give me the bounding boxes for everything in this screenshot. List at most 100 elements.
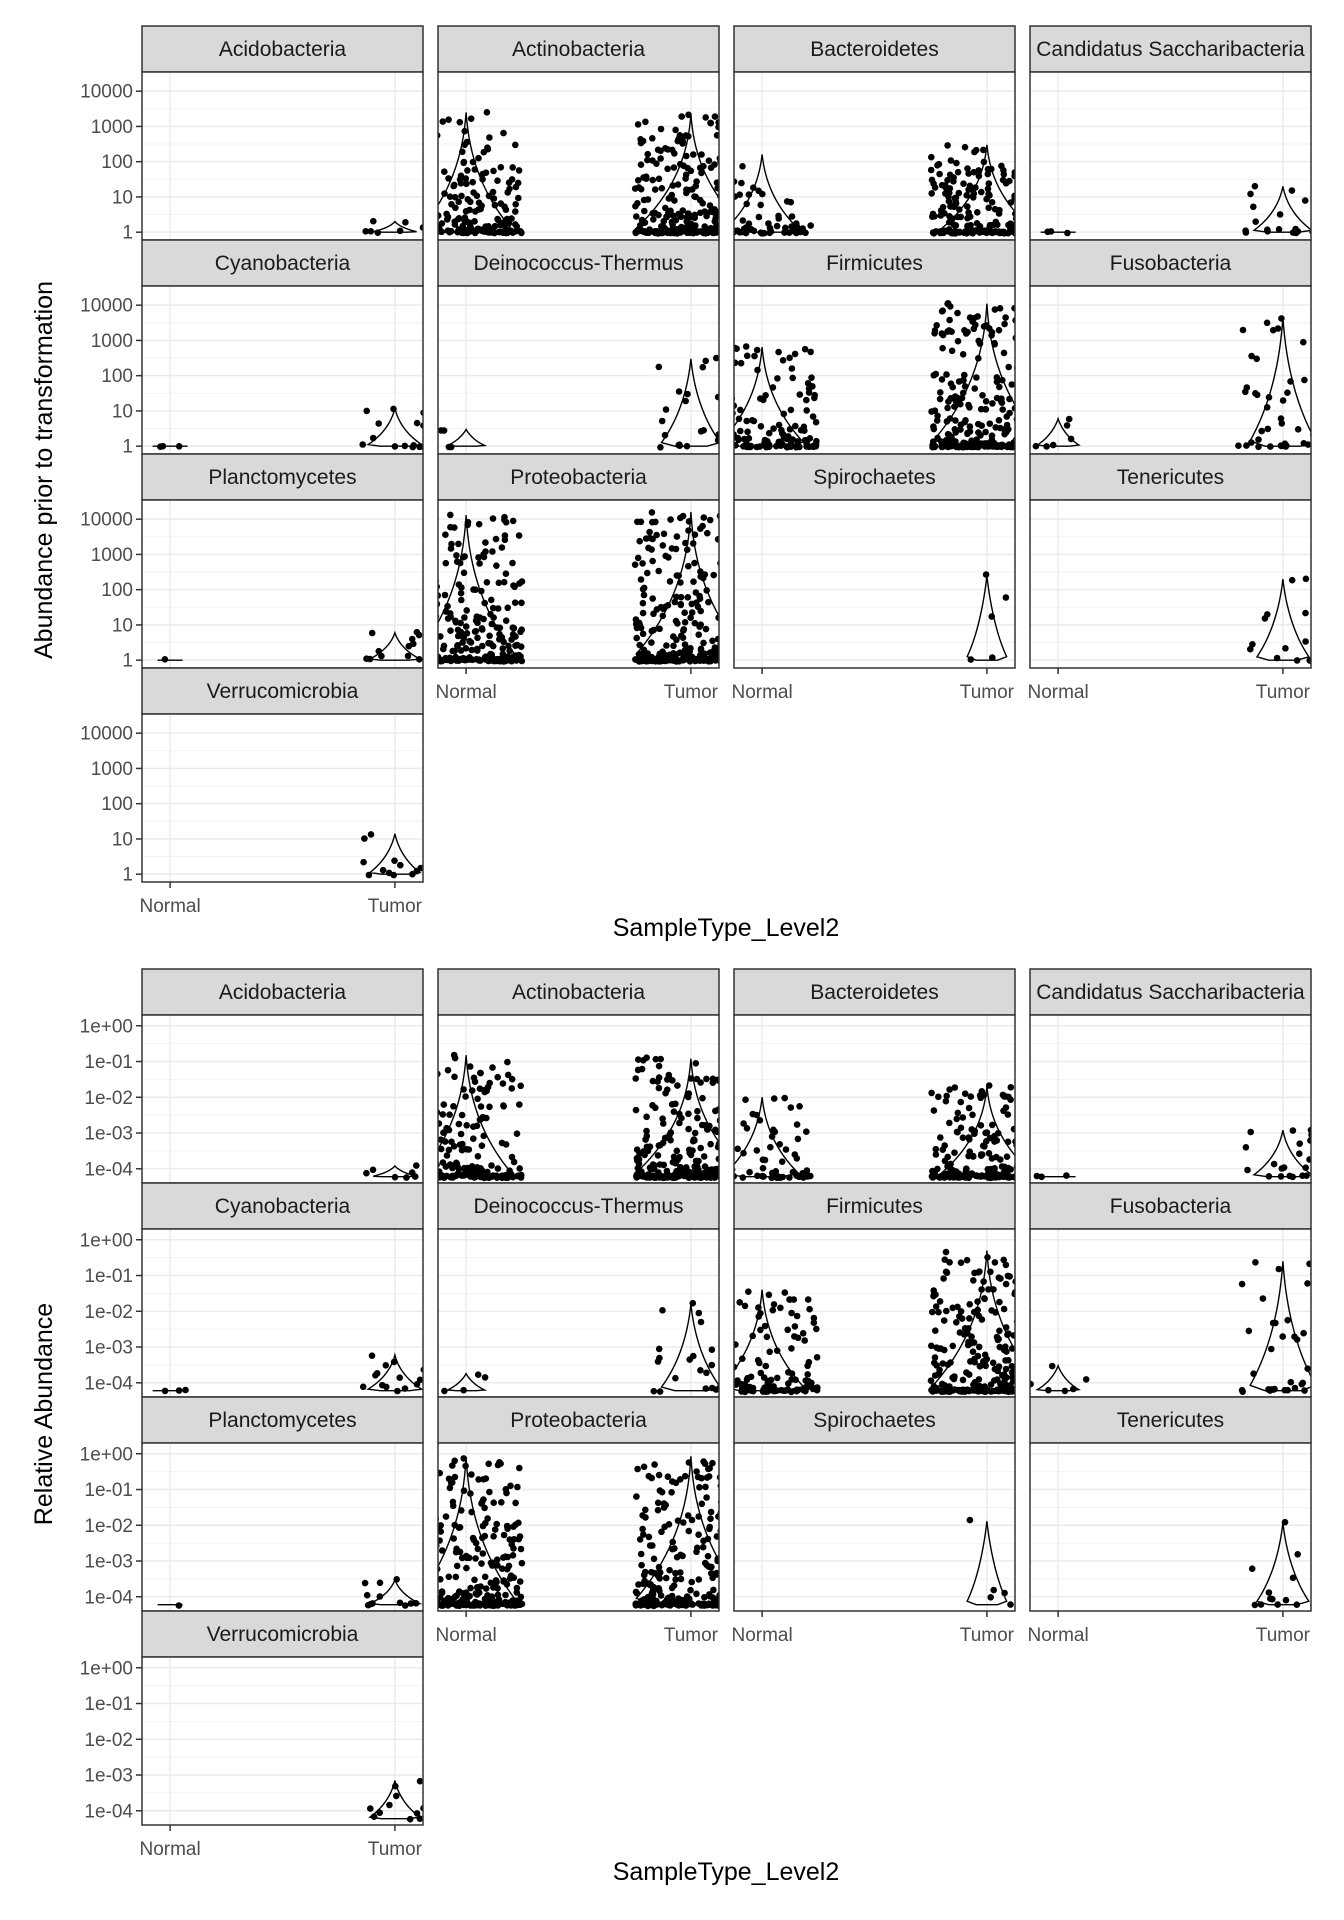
data-point bbox=[788, 223, 795, 230]
data-point bbox=[1250, 1370, 1257, 1377]
data-point bbox=[438, 1528, 444, 1535]
data-point bbox=[475, 656, 483, 663]
data-point bbox=[517, 628, 524, 636]
data-point bbox=[672, 1576, 679, 1583]
data-point bbox=[712, 1386, 719, 1393]
x-tick-label: Normal bbox=[1027, 1625, 1088, 1646]
data-point bbox=[363, 407, 371, 415]
data-point bbox=[494, 1562, 501, 1569]
data-point bbox=[693, 1468, 700, 1475]
data-point bbox=[702, 1385, 710, 1392]
data-point bbox=[693, 599, 700, 606]
data-point bbox=[456, 656, 463, 663]
data-point bbox=[504, 189, 512, 196]
data-point bbox=[710, 1586, 717, 1594]
data-point bbox=[712, 1107, 719, 1115]
data-point bbox=[949, 1342, 957, 1350]
data-point bbox=[989, 1359, 997, 1367]
group-tumor bbox=[363, 1162, 420, 1181]
data-point bbox=[677, 1569, 684, 1576]
data-point bbox=[1255, 443, 1262, 451]
data-point bbox=[474, 1153, 482, 1160]
data-point bbox=[1001, 320, 1008, 328]
data-point bbox=[745, 1288, 752, 1295]
data-point bbox=[665, 554, 672, 561]
data-point bbox=[1252, 218, 1259, 225]
data-point bbox=[693, 178, 700, 185]
data-point bbox=[677, 593, 685, 601]
data-point bbox=[689, 1299, 697, 1307]
data-point bbox=[456, 1548, 464, 1556]
facet-strip bbox=[141, 25, 424, 73]
data-point bbox=[935, 1093, 942, 1101]
data-point bbox=[765, 1291, 773, 1299]
facet-panel-actinobacteria: Actinobacteria bbox=[437, 968, 720, 1184]
data-point bbox=[986, 325, 993, 332]
data-point bbox=[950, 202, 958, 209]
panel-background bbox=[142, 72, 423, 240]
data-point bbox=[995, 417, 1003, 424]
y-tick-label: 1e-03 bbox=[84, 1124, 133, 1145]
data-point bbox=[445, 175, 452, 182]
data-point bbox=[508, 1085, 516, 1092]
data-point bbox=[457, 1130, 465, 1138]
y-tick-label: 1e+00 bbox=[80, 1444, 133, 1465]
data-point bbox=[1250, 203, 1257, 211]
data-point bbox=[485, 1174, 493, 1182]
data-point bbox=[370, 1813, 378, 1820]
y-tick-label: 10000 bbox=[80, 724, 133, 745]
data-point bbox=[804, 1296, 812, 1303]
data-point bbox=[489, 1064, 496, 1071]
data-point bbox=[797, 426, 805, 434]
data-point bbox=[939, 1360, 947, 1367]
data-point bbox=[644, 569, 651, 577]
facet-strip bbox=[437, 1396, 720, 1444]
data-point bbox=[678, 632, 685, 640]
data-point bbox=[1261, 615, 1269, 622]
data-point bbox=[932, 1303, 940, 1310]
data-point bbox=[734, 193, 739, 200]
facet-panel-fusobacteria: Fusobacteria bbox=[1029, 239, 1312, 455]
data-point bbox=[684, 224, 692, 231]
data-point bbox=[661, 431, 669, 439]
data-point bbox=[453, 1562, 461, 1570]
data-point bbox=[677, 1163, 684, 1171]
data-point bbox=[771, 1128, 779, 1136]
group-tumor bbox=[650, 1299, 719, 1395]
data-point bbox=[687, 1151, 695, 1159]
data-point bbox=[751, 352, 758, 360]
data-point bbox=[668, 545, 676, 552]
data-point bbox=[761, 229, 768, 237]
data-point bbox=[680, 653, 688, 661]
data-point bbox=[998, 395, 1005, 403]
data-point bbox=[635, 650, 643, 658]
data-point bbox=[1000, 1173, 1007, 1181]
facet-panel-bacteroidetes: Bacteroidetes bbox=[733, 968, 1016, 1184]
data-point bbox=[769, 384, 777, 391]
data-point bbox=[734, 442, 739, 449]
data-point bbox=[406, 1815, 414, 1823]
data-point bbox=[650, 626, 657, 634]
data-point bbox=[753, 346, 761, 354]
data-point bbox=[508, 227, 515, 235]
data-point bbox=[683, 442, 691, 450]
group-tumor bbox=[360, 831, 423, 879]
data-point bbox=[996, 383, 1003, 391]
data-point bbox=[412, 1600, 420, 1607]
data-point bbox=[696, 1484, 703, 1491]
data-point bbox=[463, 1145, 470, 1153]
facet-strip-label: Candidatus Saccharibacteria bbox=[1036, 981, 1305, 1004]
data-point bbox=[641, 1568, 649, 1576]
data-point bbox=[482, 1585, 490, 1592]
data-point bbox=[988, 436, 996, 444]
panel-background bbox=[734, 1229, 1015, 1397]
data-point bbox=[665, 1071, 673, 1079]
data-point bbox=[638, 1172, 645, 1180]
data-point bbox=[930, 1107, 938, 1114]
data-point bbox=[640, 591, 648, 599]
panel-plot-area bbox=[1030, 1229, 1311, 1397]
data-point bbox=[684, 594, 692, 601]
data-point bbox=[788, 365, 796, 372]
data-point bbox=[737, 406, 744, 414]
panel-plot-area bbox=[142, 500, 423, 668]
